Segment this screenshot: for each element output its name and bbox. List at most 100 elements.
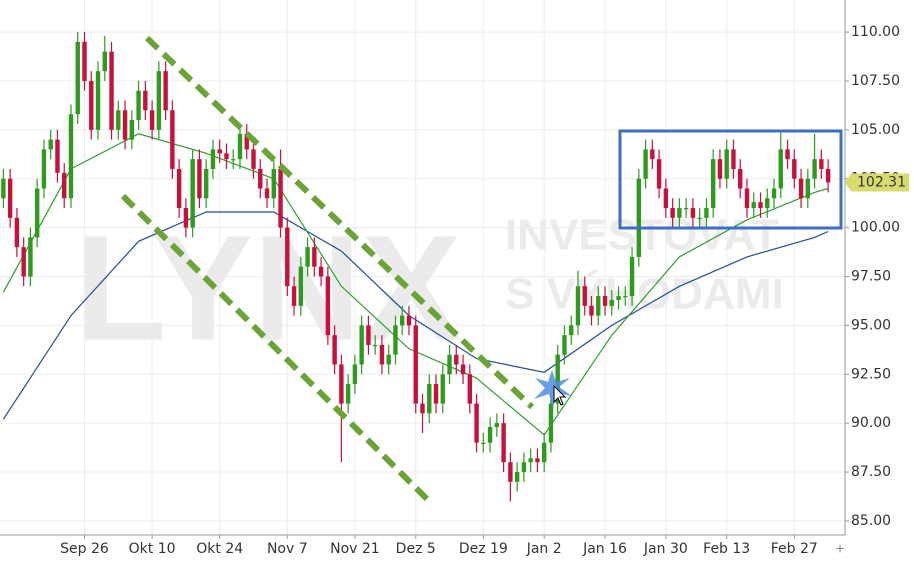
annotations bbox=[120, 35, 843, 505]
candle-body bbox=[751, 202, 756, 209]
candle-body bbox=[34, 188, 40, 238]
candle-body bbox=[447, 354, 452, 375]
candle-body bbox=[190, 159, 195, 228]
highlight-star bbox=[534, 370, 572, 408]
candle-body bbox=[508, 462, 513, 482]
candle-body bbox=[474, 403, 479, 443]
x-tick-label: Okt 10 bbox=[129, 541, 176, 557]
candle-body bbox=[156, 71, 162, 130]
candle-body bbox=[400, 315, 405, 326]
candle-body bbox=[413, 325, 418, 404]
candle-body bbox=[203, 168, 209, 199]
candle-body bbox=[562, 335, 567, 355]
candle-body bbox=[318, 266, 324, 277]
candle-body bbox=[14, 217, 20, 248]
candle-body bbox=[75, 41, 80, 115]
watermark-text: INVESTOVAT bbox=[505, 211, 779, 260]
candle-body bbox=[352, 364, 358, 385]
x-tick-label: Sep 26 bbox=[60, 541, 109, 557]
y-tick-label: 95.00 bbox=[851, 317, 891, 333]
axes: 85.00 87.50 90.00 92.50 95.00 97.50 100.00 102.… bbox=[60, 24, 909, 557]
candle-body bbox=[136, 90, 141, 121]
candle-body bbox=[379, 344, 385, 365]
candle-body bbox=[460, 364, 466, 375]
candle-body bbox=[68, 114, 74, 199]
candle-body bbox=[805, 178, 811, 199]
candle-body bbox=[312, 247, 317, 267]
candle-body bbox=[143, 90, 148, 111]
candle-body bbox=[48, 139, 53, 150]
candle-body bbox=[372, 344, 378, 347]
candle-body bbox=[1, 178, 6, 199]
candle-body bbox=[122, 110, 128, 140]
price-tag-label: 102.31 bbox=[857, 174, 906, 190]
candle-body bbox=[798, 178, 804, 199]
y-tick-label: 87.50 bbox=[851, 464, 891, 480]
trend-line bbox=[144, 35, 535, 410]
candle-body bbox=[521, 462, 527, 473]
x-tick-label: Jan 30 bbox=[643, 541, 688, 557]
y-tick-label: 90.00 bbox=[851, 415, 891, 431]
candle-body bbox=[629, 256, 635, 297]
watermark-text: S VÝHODAMI bbox=[505, 269, 784, 319]
y-tick-label: 100.00 bbox=[851, 220, 900, 236]
candle-body bbox=[258, 168, 263, 189]
candle-body bbox=[528, 458, 533, 463]
y-tick-label: 110.00 bbox=[851, 24, 900, 40]
candle-body bbox=[697, 217, 702, 220]
candle-body bbox=[278, 168, 283, 228]
candle-body bbox=[771, 188, 777, 199]
candle-body bbox=[149, 110, 155, 130]
candle-body bbox=[670, 208, 675, 218]
candle-body bbox=[325, 276, 331, 336]
expand-icon[interactable]: + bbox=[835, 542, 845, 556]
candle-body bbox=[548, 403, 554, 443]
candle-body bbox=[785, 149, 790, 160]
x-tick-label: Dez 5 bbox=[396, 541, 436, 557]
candle-body bbox=[677, 208, 682, 218]
candle-body bbox=[778, 149, 783, 189]
y-tick-label: 85.00 bbox=[851, 513, 891, 529]
candle-body bbox=[197, 159, 202, 199]
y-tick-label: 92.50 bbox=[851, 366, 891, 382]
candle-body bbox=[825, 168, 831, 183]
candle-body bbox=[535, 458, 540, 463]
candle-body bbox=[433, 384, 439, 404]
candle-body bbox=[332, 335, 337, 365]
candle-body bbox=[758, 202, 763, 209]
x-tick-label: Okt 24 bbox=[196, 541, 243, 557]
candle-body bbox=[467, 374, 473, 404]
candle-body bbox=[183, 208, 189, 228]
candle-body bbox=[596, 296, 601, 316]
candle-body bbox=[427, 384, 432, 414]
candle-body bbox=[717, 159, 723, 179]
x-tick-label: Feb 27 bbox=[771, 541, 818, 557]
candle-body bbox=[116, 110, 121, 130]
moving-average bbox=[2, 133, 829, 436]
candle-body bbox=[731, 149, 736, 169]
candle-body bbox=[792, 159, 797, 179]
candle-body bbox=[582, 286, 587, 306]
candle-body bbox=[690, 208, 696, 218]
candle-body bbox=[366, 325, 371, 345]
candle-body bbox=[812, 159, 817, 179]
candle-body bbox=[163, 71, 168, 111]
candle-body bbox=[454, 354, 459, 365]
candle-body bbox=[744, 188, 750, 209]
candle-body bbox=[555, 354, 560, 404]
cursor bbox=[553, 384, 567, 406]
moving-average bbox=[2, 211, 829, 420]
candle-body bbox=[420, 403, 425, 414]
candle-body bbox=[291, 286, 297, 306]
candle-body bbox=[224, 153, 229, 160]
candle-body bbox=[109, 51, 114, 130]
candle-body bbox=[440, 374, 445, 404]
candle-body bbox=[271, 168, 276, 199]
candle-body bbox=[251, 149, 256, 169]
candle-body bbox=[41, 149, 47, 189]
y-tick-label: 107.50 bbox=[851, 73, 900, 89]
x-tick-label: Jan 16 bbox=[582, 541, 627, 557]
candle-body bbox=[575, 286, 581, 326]
candle-body bbox=[89, 80, 94, 130]
